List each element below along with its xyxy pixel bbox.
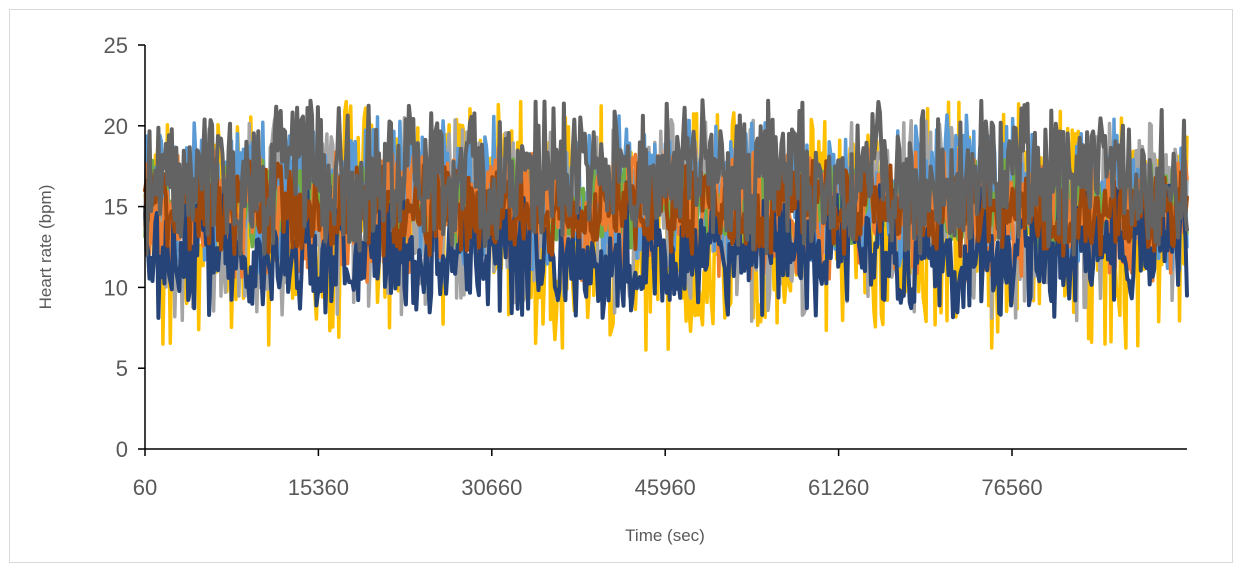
y-tick-label: 25	[104, 33, 128, 58]
y-tick-label: 15	[104, 195, 128, 220]
series-line-8	[143, 98, 1189, 257]
y-axis-title: Heart rate (bpm)	[36, 185, 55, 310]
y-tick-label: 20	[104, 114, 128, 139]
x-tick-label: 76560	[981, 475, 1042, 500]
x-tick-label: 61260	[808, 475, 869, 500]
y-tick-label: 5	[116, 356, 128, 381]
x-tick-label: 60	[133, 475, 157, 500]
axis-ticks: 0 5 10 15 20 25 60 15360 30660 45960 61260 76560	[104, 33, 1043, 500]
x-tick-label: 15360	[288, 475, 349, 500]
x-tick-label: 45960	[635, 475, 696, 500]
series-line-6	[143, 180, 1189, 320]
x-tick-label: 30660	[461, 475, 522, 500]
x-axis-title: Time (sec)	[625, 526, 705, 545]
plot-lines	[143, 98, 1189, 352]
y-tick-label: 0	[116, 437, 128, 462]
y-tick-label: 10	[104, 275, 128, 300]
